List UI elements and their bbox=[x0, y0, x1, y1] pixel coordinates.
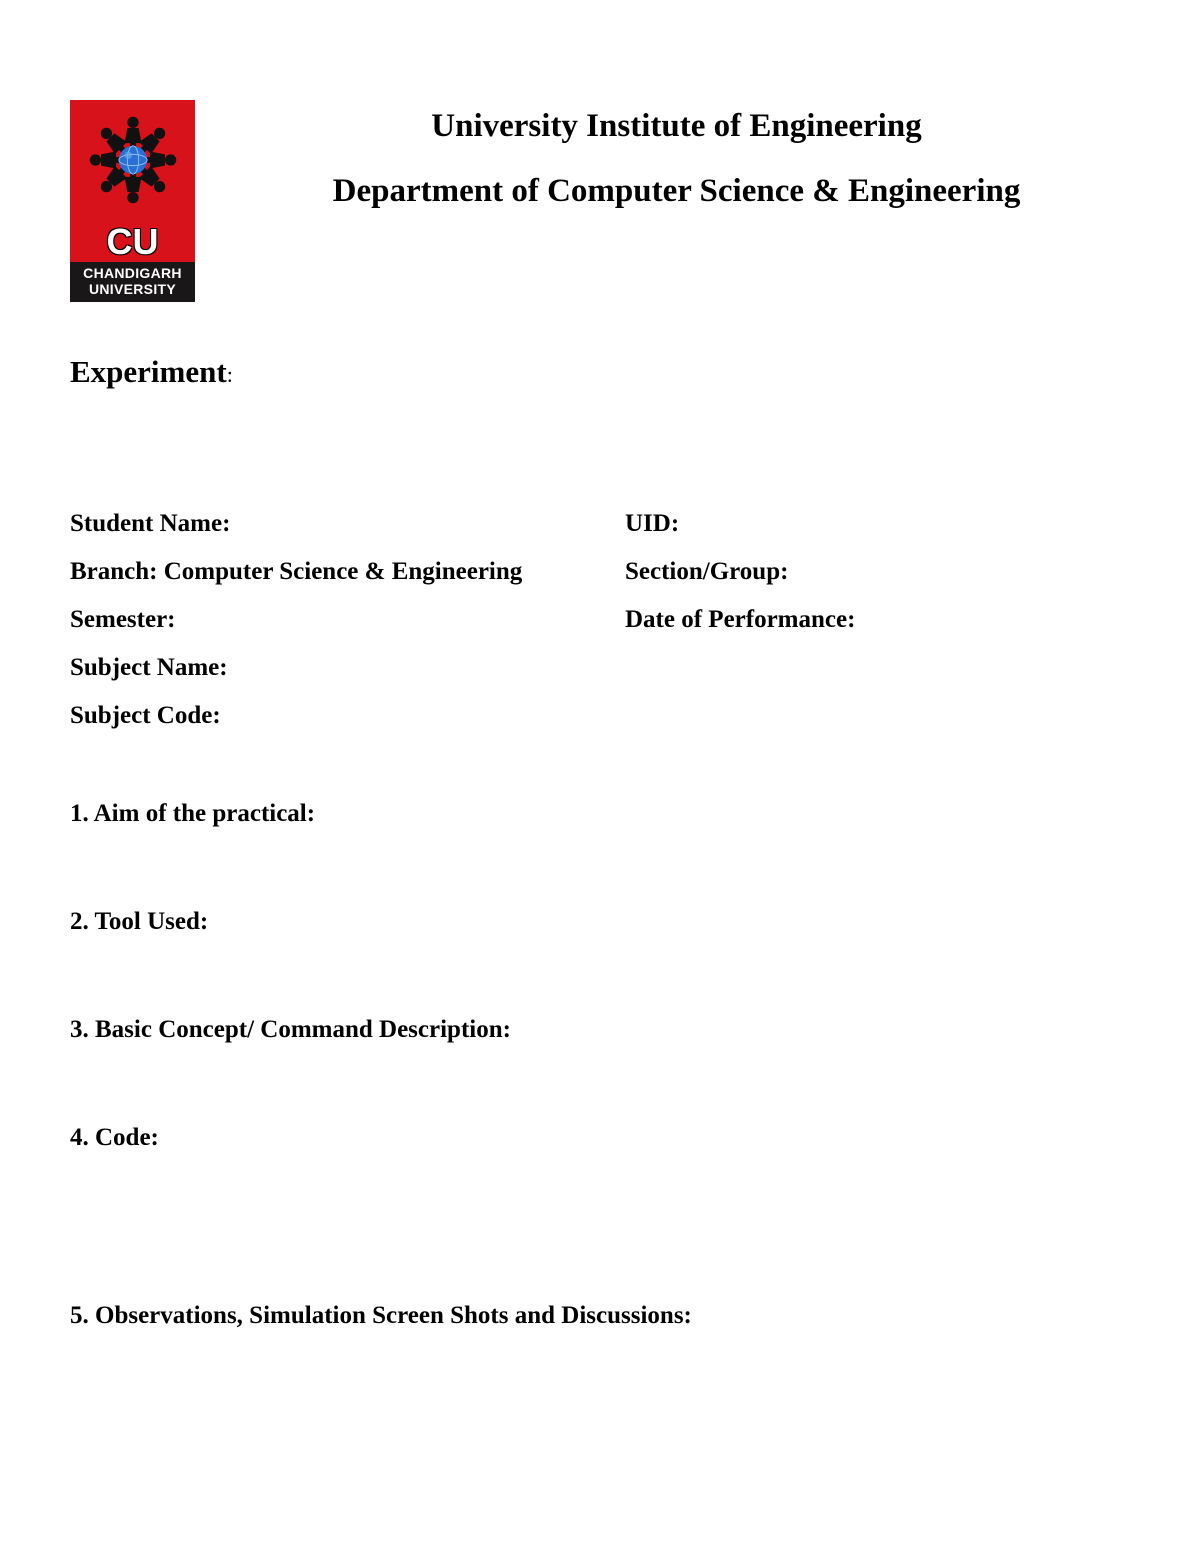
section-concept: 3. Basic Concept/ Command Description: bbox=[70, 1016, 1130, 1044]
section-code: 4. Code: bbox=[70, 1124, 1130, 1152]
student-info-grid: Student Name: UID: Branch: Computer Scie… bbox=[70, 510, 1130, 730]
institute-title: University Institute of Engineering bbox=[223, 108, 1130, 145]
section-observations: 5. Observations, Simulation Screen Shots… bbox=[70, 1302, 1130, 1330]
document-page: CU CHANDIGARH UNIVERSITY University Inst… bbox=[0, 0, 1200, 1330]
subject-code-label: Subject Code: bbox=[70, 702, 1130, 730]
logo-cu-badge: CU bbox=[70, 220, 195, 262]
uid-label: UID: bbox=[625, 510, 1130, 538]
logo-name-strip: CHANDIGARH UNIVERSITY bbox=[70, 262, 195, 302]
logo-cu-text: CU bbox=[70, 224, 195, 260]
section-tool: 2. Tool Used: bbox=[70, 908, 1130, 936]
logo-name-line2: UNIVERSITY bbox=[70, 281, 195, 297]
semester-label: Semester: bbox=[70, 606, 625, 634]
header-titles: University Institute of Engineering Depa… bbox=[223, 100, 1130, 210]
experiment-colon: : bbox=[227, 362, 233, 387]
header-block: CU CHANDIGARH UNIVERSITY University Inst… bbox=[70, 100, 1130, 302]
sections-block: 1. Aim of the practical: 2. Tool Used: 3… bbox=[70, 800, 1130, 1330]
logo-emblem-area bbox=[70, 100, 195, 220]
logo-gear-icon bbox=[86, 113, 180, 207]
experiment-label: Experiment bbox=[70, 354, 227, 389]
experiment-heading: Experiment: bbox=[70, 354, 1130, 390]
university-logo: CU CHANDIGARH UNIVERSITY bbox=[70, 100, 195, 302]
branch-label: Branch: Computer Science & Engineering bbox=[70, 558, 625, 586]
subject-name-label: Subject Name: bbox=[70, 654, 1130, 682]
section-aim: 1. Aim of the practical: bbox=[70, 800, 1130, 828]
date-performance-label: Date of Performance: bbox=[625, 606, 1130, 634]
section-group-label: Section/Group: bbox=[625, 558, 1130, 586]
department-title: Department of Computer Science & Enginee… bbox=[223, 173, 1130, 210]
student-name-label: Student Name: bbox=[70, 510, 625, 538]
logo-name-line1: CHANDIGARH bbox=[70, 265, 195, 281]
